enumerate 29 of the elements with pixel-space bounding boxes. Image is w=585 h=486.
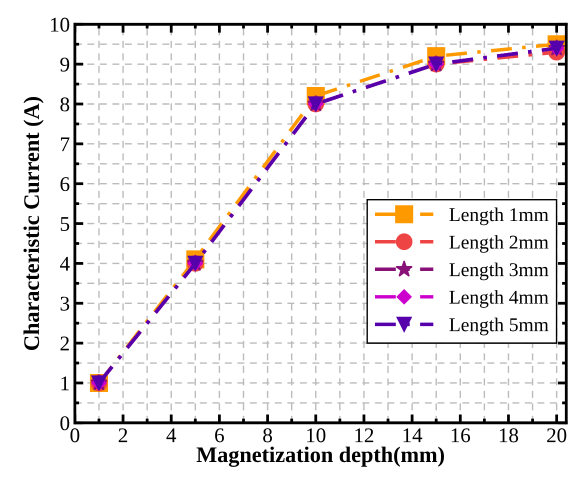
y-tick-label: 8 bbox=[60, 97, 70, 112]
x-tick-label: 6 bbox=[215, 428, 224, 442]
y-tick-label: 3 bbox=[60, 296, 70, 311]
legend-label: Length 3mm bbox=[449, 262, 548, 280]
y-tick-label: 2 bbox=[60, 336, 69, 350]
x-tick-label: 16 bbox=[452, 428, 470, 442]
x-tick-label: 20 bbox=[547, 428, 566, 442]
y-tick-label: 5 bbox=[60, 217, 70, 231]
x-tick-label: 12 bbox=[355, 428, 374, 442]
x-axis-title: Magnetization depth(mm) bbox=[196, 446, 444, 467]
legend-label: Length 1mm bbox=[449, 208, 548, 226]
x-tick-label: 10 bbox=[307, 428, 326, 442]
x-tick-label: 8 bbox=[263, 428, 272, 442]
x-tick-label: 18 bbox=[500, 428, 518, 442]
y-tick-label: 10 bbox=[51, 18, 70, 32]
y-tick-label: 9 bbox=[60, 58, 70, 72]
x-tick-label: 14 bbox=[404, 428, 422, 442]
y-axis-title: Characteristic Current (A) bbox=[23, 97, 44, 350]
legend-label: Length 5mm bbox=[449, 318, 548, 336]
y-tick-label: 7 bbox=[60, 137, 70, 152]
x-tick-label: 2 bbox=[118, 428, 128, 442]
y-tick-label: 6 bbox=[60, 177, 70, 192]
x-tick-label: 4 bbox=[166, 428, 176, 442]
x-tick-label: 0 bbox=[70, 428, 80, 442]
y-tick-label: 0 bbox=[60, 416, 70, 430]
legend-label: Length 4mm bbox=[449, 290, 548, 308]
legend-label: Length 2mm bbox=[449, 235, 548, 253]
y-tick-label: 1 bbox=[61, 376, 69, 390]
y-tick-label: 4 bbox=[60, 256, 70, 271]
